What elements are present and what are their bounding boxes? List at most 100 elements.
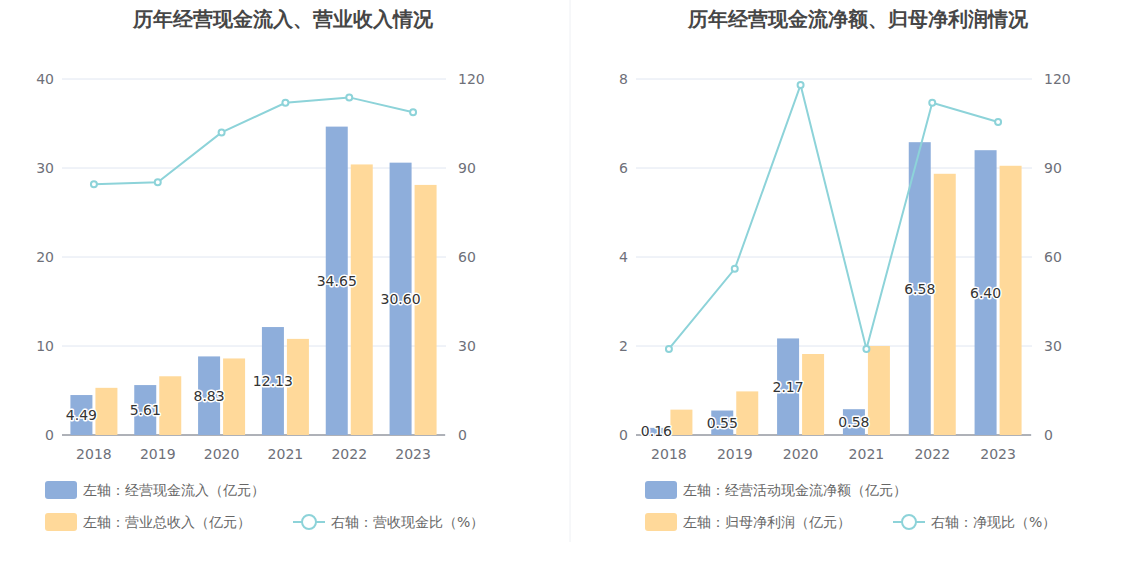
- x-tick-label: 2021: [268, 446, 304, 462]
- x-tick-label: 2023: [980, 446, 1016, 462]
- marker: [863, 346, 869, 352]
- bar: [95, 388, 117, 435]
- y-tick-label: 20: [36, 249, 54, 265]
- marker: [929, 100, 935, 106]
- grid-line: [62, 346, 445, 347]
- y2-tick-label: 90: [458, 160, 476, 176]
- bar: [159, 376, 181, 435]
- bar: [1000, 166, 1022, 435]
- y2-tick-label: 90: [1044, 160, 1062, 176]
- grid-line: [62, 168, 445, 169]
- data-label: 34.65: [317, 273, 357, 289]
- y-tick-label: 30: [36, 160, 54, 176]
- y2-tick-label: 0: [1044, 427, 1053, 443]
- marker: [995, 119, 1001, 125]
- y2-tick-label: 30: [1044, 338, 1062, 354]
- bar: [415, 185, 437, 435]
- grid-line: [62, 257, 445, 258]
- y2-tick: [445, 346, 446, 347]
- chart: 历年经营现金流入、营业收入情况 0 10 20 30 40 0 30 60 90 120 2018 20…: [36, 7, 485, 531]
- bar: [736, 391, 758, 435]
- y2-tick-label: 30: [458, 338, 476, 354]
- legend-label: 右轴：净现比（%）: [931, 514, 1056, 530]
- x-tick-label: 2022: [331, 446, 367, 462]
- bar: [868, 346, 890, 435]
- x-tick-label: 2018: [76, 446, 112, 462]
- data-labels: 4.495.618.8312.1334.6530.60: [66, 273, 421, 423]
- y2-tick-label: 120: [1044, 71, 1071, 87]
- y2-tick: [1031, 257, 1032, 258]
- legend-label: 左轴：归母净利润（亿元）: [683, 514, 851, 530]
- grid-line: [636, 168, 1031, 169]
- marker: [219, 129, 225, 135]
- x-tick-label: 2020: [204, 446, 240, 462]
- bar: [670, 410, 692, 435]
- chart: 历年经营现金流净额、归母净利润情况02468030609012020182019…: [619, 7, 1071, 531]
- marker: [155, 179, 161, 185]
- y2-tick-label: 0: [458, 427, 467, 443]
- bar: [934, 174, 956, 435]
- data-label: 5.61: [130, 402, 161, 418]
- grid-line: [636, 346, 1031, 347]
- legend-label: 左轴：经营现金流入（亿元）: [83, 482, 265, 498]
- y2-tick-label: 120: [458, 71, 485, 87]
- y2-tick: [445, 435, 446, 436]
- divider: [570, 0, 571, 542]
- plot-area: [645, 82, 1021, 435]
- line: [669, 85, 998, 349]
- marker: [346, 94, 352, 100]
- plot-area: [70, 94, 436, 435]
- marker: [666, 346, 672, 352]
- y-tick-label: 4: [619, 249, 628, 265]
- x-tick-label: 2021: [849, 446, 885, 462]
- x-axis: [636, 435, 1031, 436]
- y2-tick: [1031, 79, 1032, 80]
- x-tick-label: 2019: [140, 446, 176, 462]
- bar: [351, 164, 373, 435]
- legend-swatch: [902, 515, 916, 529]
- marker: [798, 82, 804, 88]
- data-label: 0.55: [707, 415, 738, 431]
- y-tick-label: 40: [36, 71, 54, 87]
- x-tick-label: 2023: [395, 446, 431, 462]
- title: 历年经营现金流入、营业收入情况: [132, 7, 434, 31]
- y-tick-label: 6: [619, 160, 628, 176]
- y2-tick: [1031, 168, 1032, 169]
- data-label: 0.16: [641, 423, 672, 439]
- data-label: 30.60: [381, 291, 421, 307]
- legend-swatch: [45, 513, 77, 531]
- y-tick-label: 0: [619, 427, 628, 443]
- data-labels: 0.160.552.170.586.586.40: [641, 281, 1001, 440]
- data-label: 4.49: [66, 407, 97, 423]
- y2-tick: [445, 168, 446, 169]
- legend: 左轴：经营活动现金流净额（亿元） 左轴：归母净利润（亿元） 右轴：净现比（%）: [645, 481, 1056, 531]
- data-label: 6.40: [970, 285, 1001, 301]
- bar: [802, 354, 824, 435]
- x-tick-label: 2019: [717, 446, 753, 462]
- data-label: 2.17: [772, 379, 803, 395]
- line: [94, 97, 413, 184]
- marker: [732, 266, 738, 272]
- y2-tick: [445, 79, 446, 80]
- y2-tick: [1031, 346, 1032, 347]
- x-tick-label: 2018: [651, 446, 687, 462]
- marker: [282, 100, 288, 106]
- y2-tick-label: 60: [458, 249, 476, 265]
- y-tick-label: 10: [36, 338, 54, 354]
- x-tick-label: 2020: [783, 446, 819, 462]
- y2-tick-label: 60: [1044, 249, 1062, 265]
- grid-line: [636, 257, 1031, 258]
- title: 历年经营现金流净额、归母净利润情况: [687, 7, 1029, 31]
- grid-line: [62, 435, 445, 436]
- x-axis: [62, 435, 445, 436]
- y-tick-label: 0: [45, 427, 54, 443]
- grid-line: [636, 79, 1031, 80]
- legend-swatch: [645, 513, 677, 531]
- x-tick-label: 2022: [914, 446, 950, 462]
- canvas: 历年经营现金流入、营业收入情况0102030400306090120201820…: [0, 0, 1134, 582]
- y2-tick: [1031, 435, 1032, 436]
- legend-label: 左轴：经营活动现金流净额（亿元）: [683, 482, 907, 498]
- legend-label: 右轴：营收现金比（%）: [331, 514, 484, 530]
- legend-label: 左轴：营业总收入（亿元）: [83, 514, 251, 530]
- data-label: 8.83: [193, 388, 224, 404]
